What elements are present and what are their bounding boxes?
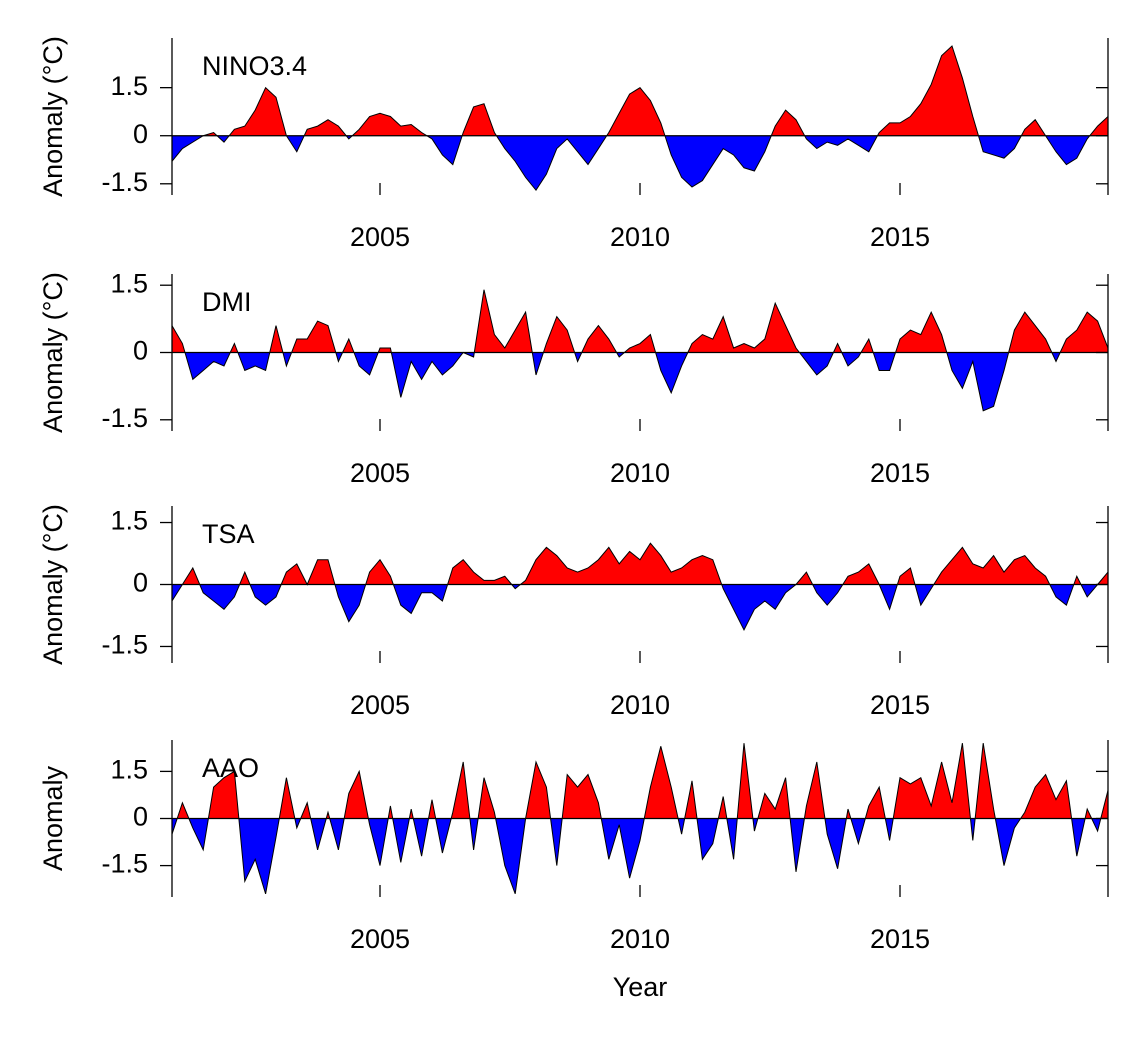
x-tick-label: 2015 — [870, 222, 930, 252]
y-tick-label: -1.5 — [101, 403, 148, 433]
y-tick-label: -1.5 — [101, 849, 148, 879]
panel-label: TSA — [202, 519, 255, 549]
x-tick-label: 2015 — [870, 690, 930, 720]
panel: -1.5 0 1.5 2005 2010 2015 TSA Anomaly (°C) — [38, 504, 1109, 720]
panel-label: NINO3.4 — [202, 51, 307, 81]
y-tick-label: -1.5 — [101, 630, 148, 660]
series-outline — [171, 743, 1109, 895]
negative-area — [172, 135, 1108, 191]
y-axis-label: Anomaly (°C) — [38, 272, 68, 433]
positive-area — [172, 289, 1108, 353]
x-tick-label: 2015 — [870, 458, 930, 488]
negative-area — [172, 352, 1108, 411]
series-outline — [171, 289, 1109, 412]
y-tick-label: 0 — [133, 568, 148, 598]
y-axis-label: Anomaly — [38, 765, 68, 871]
y-tick-label: -1.5 — [101, 167, 148, 197]
x-tick-label: 2010 — [610, 690, 670, 720]
y-axis-label: Anomaly (°C) — [38, 36, 68, 197]
y-tick-label: 1.5 — [110, 268, 148, 298]
x-tick-label: 2010 — [610, 458, 670, 488]
positive-area — [172, 46, 1108, 136]
series-outline — [171, 45, 1109, 192]
negative-area — [172, 584, 1108, 630]
x-tick-label: 2015 — [870, 924, 930, 954]
x-tick-label: 2005 — [350, 690, 410, 720]
panel-label: DMI — [202, 287, 252, 317]
series-outline — [171, 542, 1109, 632]
panel: -1.5 0 1.5 2005 2010 2015 DMI Anomaly (°C) — [38, 268, 1109, 488]
positive-area — [172, 543, 1108, 585]
panel: -1.5 0 1.5 2005 2010 2015 AAO Anomaly Year — [38, 740, 1109, 1002]
negative-area — [172, 818, 1108, 894]
x-tick-label: 2005 — [350, 458, 410, 488]
x-tick-label: 2010 — [610, 222, 670, 252]
y-tick-label: 1.5 — [110, 506, 148, 536]
y-tick-label: 0 — [133, 802, 148, 832]
y-axis-label: Anomaly (°C) — [38, 504, 68, 665]
x-tick-label: 2005 — [350, 222, 410, 252]
positive-area — [172, 743, 1108, 819]
panel: -1.5 0 1.5 2005 2010 2015 NINO3.4 Anomaly (°C) — [38, 36, 1109, 252]
panel-label: AAO — [202, 753, 259, 783]
x-axis-label: Year — [613, 972, 668, 1002]
x-tick-label: 2010 — [610, 924, 670, 954]
x-tick-label: 2005 — [350, 924, 410, 954]
y-tick-label: 1.5 — [110, 71, 148, 101]
y-tick-label: 0 — [133, 119, 148, 149]
y-tick-label: 0 — [133, 336, 148, 366]
y-tick-label: 1.5 — [110, 755, 148, 785]
